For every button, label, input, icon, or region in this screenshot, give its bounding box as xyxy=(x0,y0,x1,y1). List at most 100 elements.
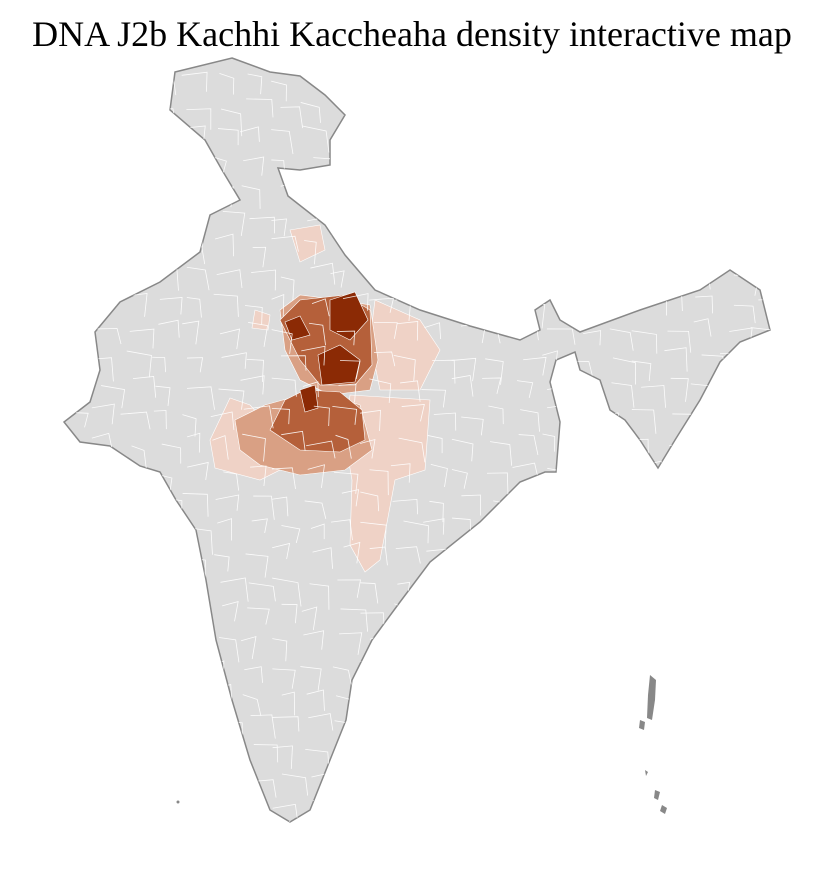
district-boundary-line xyxy=(452,547,466,569)
district-boundary-line xyxy=(92,746,118,770)
district-boundary-line xyxy=(460,72,481,91)
district-boundary-line xyxy=(68,126,83,151)
district-boundary-line xyxy=(548,838,570,862)
district-boundary-line xyxy=(430,463,448,488)
district-boundary-line xyxy=(720,688,746,711)
district-boundary-line xyxy=(281,525,301,544)
district-boundary-line xyxy=(68,833,84,853)
region-high-density-4[interactable] xyxy=(299,384,319,413)
district-boundary-line xyxy=(250,465,267,487)
district-boundary-line xyxy=(461,494,481,516)
district-boundary-line xyxy=(570,828,587,850)
district-boundary-line xyxy=(422,269,441,293)
district-boundary-line xyxy=(424,571,446,592)
district-boundary-line xyxy=(280,276,295,301)
district-boundary-line xyxy=(219,328,241,350)
district-boundary-line xyxy=(182,414,197,437)
district-boundary-line xyxy=(247,73,263,95)
region-high-density-2[interactable] xyxy=(317,344,361,386)
district-boundary-line xyxy=(64,523,83,543)
district-boundary-line xyxy=(730,826,750,845)
district-boundary-line xyxy=(698,495,714,520)
district-boundary-line xyxy=(664,347,688,372)
district-boundary-line xyxy=(302,125,330,153)
district-boundary-line xyxy=(493,748,519,770)
district-boundary-line xyxy=(101,552,121,571)
district-boundary-line xyxy=(370,717,395,738)
andaman-nicobar-islands[interactable] xyxy=(639,675,667,814)
district-boundary-line xyxy=(161,443,182,464)
district-boundary-line xyxy=(695,295,714,314)
district-boundary-line xyxy=(373,102,387,124)
density-regions[interactable] xyxy=(209,224,441,573)
district-boundary-line xyxy=(663,496,692,515)
district-boundary-line xyxy=(511,213,530,237)
district-boundary-line xyxy=(632,775,652,796)
district-boundary-line xyxy=(214,233,235,257)
district-boundary-line xyxy=(152,356,167,373)
district-boundary-line xyxy=(752,350,768,378)
region-high-density-1[interactable] xyxy=(329,291,369,341)
district-boundary-line xyxy=(754,464,770,489)
district-boundary-line xyxy=(546,79,568,103)
district-boundary-line xyxy=(547,546,573,570)
district-boundary-line xyxy=(573,152,588,172)
district-boundary-line xyxy=(460,156,479,181)
district-boundary-line xyxy=(430,215,457,235)
district-boundary-line xyxy=(187,527,213,555)
district-boundary-line xyxy=(700,466,717,487)
district-boundary-line xyxy=(398,189,417,210)
district-boundary-line xyxy=(396,321,419,341)
district-boundary-line xyxy=(452,808,471,822)
district-boundary-line xyxy=(158,580,185,603)
district-boundary-line xyxy=(492,804,509,821)
district-boundary-line xyxy=(720,553,746,576)
district-boundary-line xyxy=(611,382,635,408)
district-boundary-line xyxy=(606,216,629,237)
district-boundary-line xyxy=(280,106,303,129)
district-boundary-line xyxy=(219,637,240,663)
district-boundary-line xyxy=(100,291,118,307)
district-boundary-line xyxy=(729,500,749,523)
district-boundary-line xyxy=(187,806,212,822)
district-boundary-line xyxy=(757,445,770,470)
district-boundary-line xyxy=(423,78,452,107)
region-low-density-north[interactable] xyxy=(289,224,326,263)
district-boundary-line xyxy=(330,802,355,818)
district-boundary-line xyxy=(217,766,238,784)
district-boundary-line xyxy=(72,498,95,519)
district-boundary-line xyxy=(311,298,330,317)
district-boundary-line xyxy=(487,721,514,740)
district-boundary-line xyxy=(547,498,568,518)
district-boundary-line xyxy=(186,125,206,146)
district-boundary-line xyxy=(601,294,620,317)
region-mid-density-central[interactable] xyxy=(269,389,366,453)
district-boundary-line xyxy=(154,137,179,154)
district-boundary-line xyxy=(64,163,83,185)
district-boundary-line xyxy=(482,638,509,659)
district-boundary-line xyxy=(216,269,243,288)
district-boundary-line xyxy=(542,599,568,615)
district-boundary-line xyxy=(151,716,167,741)
district-boundary-line xyxy=(373,321,398,339)
district-boundary-line xyxy=(760,753,770,774)
district-boundary-line xyxy=(253,744,279,763)
district-boundary-line xyxy=(631,69,654,90)
district-boundary-line xyxy=(631,236,646,252)
district-boundary-line xyxy=(392,498,419,515)
district-boundary-line xyxy=(395,546,421,564)
district-boundary-line xyxy=(399,686,415,715)
district-boundary-line xyxy=(669,442,694,465)
district-boundary-line xyxy=(92,576,111,597)
district-boundary-line xyxy=(720,771,743,791)
district-boundary-line xyxy=(221,827,238,844)
district-boundary-line xyxy=(662,721,688,738)
district-boundary-line xyxy=(187,432,201,453)
district-boundary-line xyxy=(248,582,276,602)
district-boundary-line xyxy=(523,605,541,629)
district-boundary-line xyxy=(720,801,738,819)
district-boundary-line xyxy=(247,607,270,625)
district-boundary-line xyxy=(668,181,688,200)
district-boundary-line xyxy=(480,524,503,547)
